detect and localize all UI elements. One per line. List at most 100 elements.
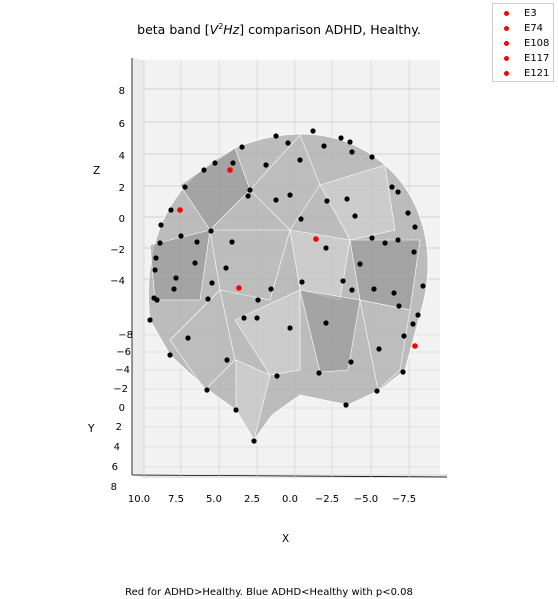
z-tick-label: 2 <box>119 183 125 194</box>
x-tick-label: 0.0 <box>282 494 298 505</box>
electrode-point <box>348 359 354 365</box>
electrode-point <box>230 160 236 166</box>
electrode-point <box>185 335 191 341</box>
electrode-point <box>229 239 235 245</box>
electrode-point <box>298 216 304 222</box>
z-tick-label: 4 <box>119 151 125 162</box>
surface-facet <box>359 299 411 391</box>
electrode-point <box>152 267 158 273</box>
electrode-point <box>147 317 153 323</box>
electrode-point <box>405 210 411 216</box>
electrode-point <box>173 275 179 281</box>
electrode-point <box>204 387 210 393</box>
legend-entry-e117: E117 <box>493 51 553 66</box>
electrode-point <box>344 196 350 202</box>
surface-facet <box>169 289 236 391</box>
y-tick-label: 2 <box>116 422 122 433</box>
y-tick-label: −2 <box>113 384 128 395</box>
y-tick-label: 4 <box>114 442 120 453</box>
highlighted-electrode <box>227 167 233 173</box>
electrode-point <box>273 133 279 139</box>
electrode-point <box>209 280 215 286</box>
electrode-point <box>357 261 363 267</box>
y-tick-label: 6 <box>112 462 118 473</box>
electrode-point <box>371 286 377 292</box>
surface-facet <box>299 289 361 373</box>
title-part-4: Hz <box>223 22 240 38</box>
electrode-point <box>168 207 174 213</box>
electrode-point <box>410 321 416 327</box>
z-tick-label: 8 <box>119 86 125 97</box>
electrode-point <box>395 237 401 243</box>
electrode-point <box>343 402 349 408</box>
electrode-point <box>182 184 188 190</box>
x-tick-label: −7.5 <box>392 494 416 505</box>
electrode-point <box>401 333 407 339</box>
legend-entry-e108: E108 <box>493 36 553 51</box>
electrode-point <box>205 296 211 302</box>
electrode-point <box>420 283 426 289</box>
legend-label: E3 <box>524 8 537 19</box>
electrode-point <box>212 160 218 166</box>
legend-entry-e3: E3 <box>493 6 553 21</box>
legend-marker <box>504 71 509 76</box>
electrode-point <box>208 228 214 234</box>
legend-marker <box>504 56 509 61</box>
x-tick-label: 5.0 <box>206 494 222 505</box>
electrode-point <box>287 325 293 331</box>
title-part-2: V <box>209 22 219 38</box>
electrode-point <box>157 240 163 246</box>
title-part-1: beta band [ <box>137 22 210 38</box>
electrode-point <box>239 144 245 150</box>
electrode-point <box>369 235 375 241</box>
electrode-point <box>352 213 358 219</box>
electrode-point <box>374 388 380 394</box>
electrode-point <box>349 287 355 293</box>
electrode-point <box>389 184 395 190</box>
electrode-point <box>263 162 269 168</box>
electrode-point <box>412 224 418 230</box>
electrode-point <box>268 286 274 292</box>
legend-label: E117 <box>524 53 550 64</box>
electrode-point <box>153 255 159 261</box>
electrode-point <box>340 278 346 284</box>
electrode-point <box>254 315 260 321</box>
electrode-point <box>223 265 229 271</box>
electrode-point <box>321 143 327 149</box>
title-part-3: 2 <box>218 22 224 31</box>
highlighted-electrode <box>412 343 418 349</box>
electrode-point <box>382 240 388 246</box>
electrode-point <box>273 197 279 203</box>
surface-facet <box>149 229 211 301</box>
electrode-point <box>224 357 230 363</box>
electrode-point <box>158 222 164 228</box>
axis-ticks: 8 6 4 2 0 −2 −4 −8 −6 −4 −2 0 2 4 6 8 10.0 7.5 5.0 2.5 0.0 −2… <box>110 86 416 505</box>
z-tick-label: −2 <box>110 245 125 256</box>
legend-marker <box>504 11 509 16</box>
electrode-point <box>194 239 200 245</box>
x-axis-label: X <box>282 533 290 545</box>
electrode-point <box>349 149 355 155</box>
electrode-point <box>376 346 382 352</box>
x-tick-label: −5.0 <box>354 494 378 505</box>
electrode-point <box>178 233 184 239</box>
legend-marker <box>504 26 509 31</box>
electrode-point <box>192 260 198 266</box>
electrode-point <box>310 128 316 134</box>
z-tick-label: 6 <box>119 119 125 130</box>
electrode-point <box>233 407 239 413</box>
electrode-point <box>245 193 251 199</box>
legend-label: E74 <box>524 23 544 34</box>
surface-facet <box>319 164 396 241</box>
electrode-point <box>324 198 330 204</box>
head-surface <box>148 133 429 441</box>
legend-entry-e121: E121 <box>493 66 553 81</box>
legend-marker <box>504 41 509 46</box>
x-axis-line <box>131 474 448 478</box>
electrode-point <box>391 290 397 296</box>
x-tick-label: −2.5 <box>315 494 339 505</box>
electrode-point <box>297 157 303 163</box>
electrode-point <box>255 297 261 303</box>
electrode-point <box>154 297 160 303</box>
x-tick-label: 2.5 <box>244 494 260 505</box>
